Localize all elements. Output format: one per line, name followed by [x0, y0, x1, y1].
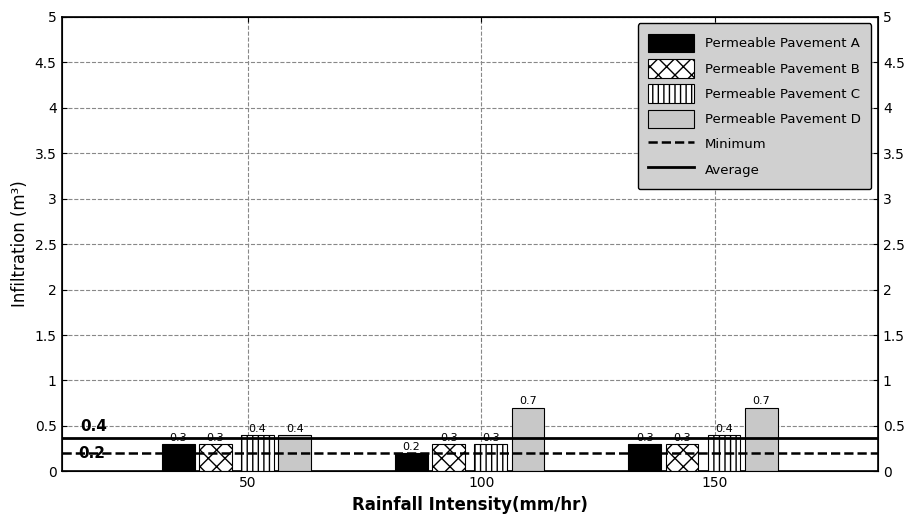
Text: 0.3: 0.3	[207, 433, 224, 443]
Text: 0.3: 0.3	[169, 433, 187, 443]
Bar	[474, 444, 507, 471]
Bar	[628, 444, 661, 471]
Bar	[199, 444, 232, 471]
Legend: Permeable Pavement A, Permeable Pavement B, Permeable Pavement C, Permeable Pave: Permeable Pavement A, Permeable Pavement…	[638, 23, 871, 190]
Average	[9, 435, 20, 441]
Bar	[278, 435, 311, 471]
Text: 0.4: 0.4	[248, 424, 267, 434]
X-axis label: Rainfall Intensity(mm/hr): Rainfall Intensity(mm/hr)	[352, 496, 588, 514]
Bar	[395, 453, 428, 471]
Text: 0.3: 0.3	[673, 433, 691, 443]
Text: 0.2: 0.2	[402, 442, 420, 452]
Text: 0.4: 0.4	[81, 419, 107, 434]
Bar	[241, 435, 274, 471]
Minimum	[9, 450, 20, 456]
Text: 0.2: 0.2	[78, 446, 104, 461]
Text: 0.3: 0.3	[440, 433, 458, 443]
Bar	[708, 435, 740, 471]
Y-axis label: Infiltration (m³): Infiltration (m³)	[11, 181, 29, 308]
Text: 0.7: 0.7	[519, 396, 537, 406]
Text: 0.3: 0.3	[482, 433, 499, 443]
Text: 0.4: 0.4	[715, 424, 733, 434]
Bar	[162, 444, 194, 471]
Bar	[666, 444, 698, 471]
Bar	[432, 444, 465, 471]
Text: 0.3: 0.3	[636, 433, 653, 443]
Minimum	[14, 450, 25, 456]
Bar	[745, 408, 778, 471]
Text: 0.7: 0.7	[753, 396, 770, 406]
Average	[14, 435, 25, 441]
Text: 0.4: 0.4	[286, 424, 304, 434]
Bar	[512, 408, 544, 471]
